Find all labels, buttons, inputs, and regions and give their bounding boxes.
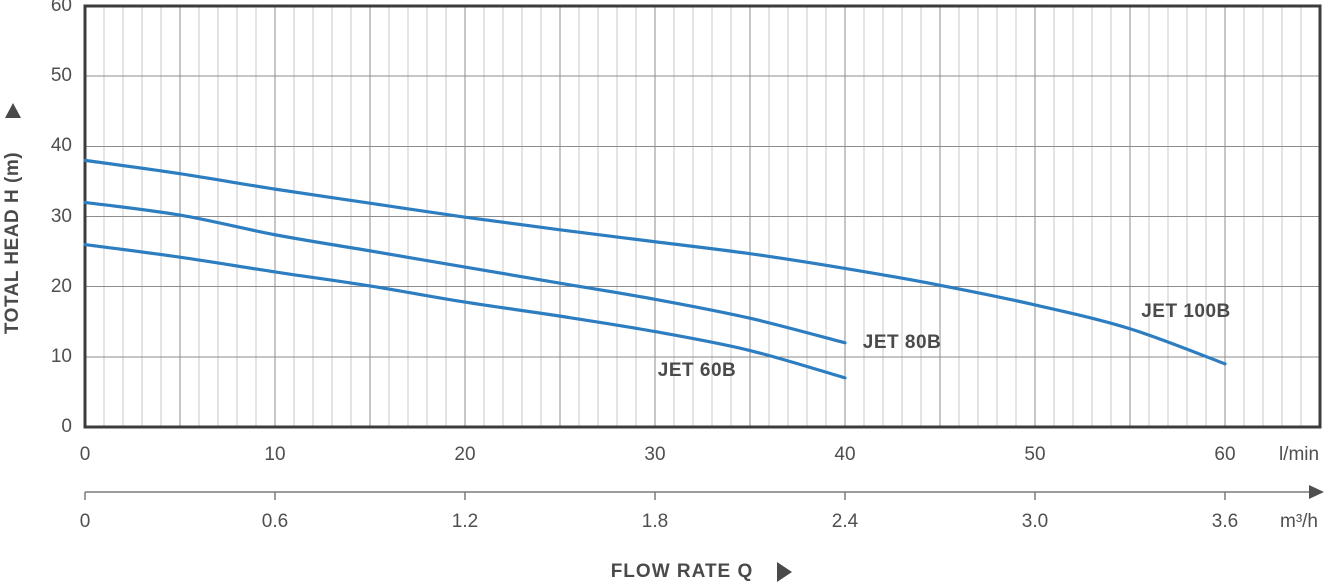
x-lmin-tick-label-20: 20 xyxy=(454,444,476,465)
x-axis-m3h-unit: m³/h xyxy=(1280,511,1318,532)
y-axis-arrow-up-icon xyxy=(5,103,21,118)
x-lmin-tick-label-50: 50 xyxy=(1024,444,1046,465)
secondary-axis-arrow-right-icon xyxy=(1309,485,1324,499)
x-m3h-tick-label-3.6: 3.6 xyxy=(1211,511,1239,532)
y-tick-label-10: 10 xyxy=(50,345,72,367)
curve-label-jet-100b: JET 100B xyxy=(1141,301,1231,322)
curve-jet-60b xyxy=(83,242,847,380)
x-lmin-tick-label-30: 30 xyxy=(644,444,666,465)
x-m3h-tick-label-1.2: 1.2 xyxy=(451,511,479,532)
y-tick-label-60: 60 xyxy=(50,0,72,16)
x-m3h-tick-label-1.8: 1.8 xyxy=(641,511,669,532)
x-axis-arrow-right-icon xyxy=(777,562,793,582)
plot-border xyxy=(83,4,1322,429)
x-axis-title-row: FLOW RATE Q xyxy=(85,561,1318,583)
curve-jet-80b xyxy=(83,200,847,345)
y-tick-label-40: 40 xyxy=(50,135,72,157)
x-axis-title: FLOW RATE Q xyxy=(610,561,754,582)
x-m3h-tick-label-2.4: 2.4 xyxy=(831,511,859,532)
x-lmin-tick-label-10: 10 xyxy=(264,444,286,465)
y-tick-label-20: 20 xyxy=(50,275,72,297)
x-m3h-tick-label-0.6: 0.6 xyxy=(261,511,289,532)
curve-label-jet-80b: JET 80B xyxy=(862,332,942,353)
x-lmin-tick-label-40: 40 xyxy=(834,444,856,465)
x-lmin-tick-label-0: 0 xyxy=(79,444,91,465)
x-m3h-tick-label-3.0: 3.0 xyxy=(1021,511,1049,532)
y-tick-label-0: 0 xyxy=(61,416,72,437)
x-m3h-tick-label-0: 0 xyxy=(79,511,91,532)
curve-jet-100b xyxy=(83,158,1227,366)
y-tick-label-50: 50 xyxy=(50,65,72,87)
x-axis-lmin-unit: l/min xyxy=(1278,444,1320,465)
y-tick-label-30: 30 xyxy=(50,205,72,227)
y-axis-title: TOTAL HEAD H (m) xyxy=(2,151,23,335)
x-lmin-tick-label-60: 60 xyxy=(1214,444,1236,465)
curve-label-jet-60b: JET 60B xyxy=(657,360,737,381)
